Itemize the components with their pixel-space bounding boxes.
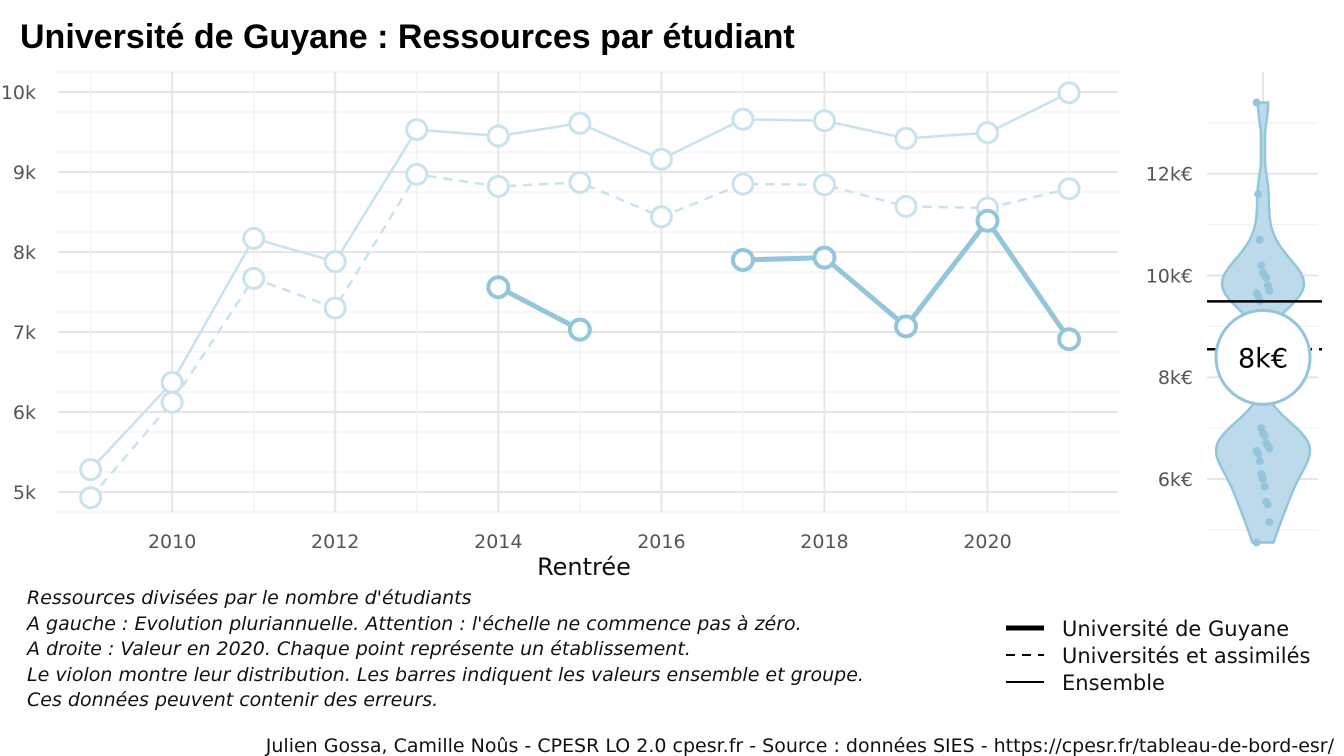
series-ensemble-point: [1057, 81, 1081, 105]
y-tick-label: 12k€: [1146, 164, 1193, 186]
violin-point: [1260, 482, 1269, 491]
series-ensemble-point: [242, 226, 266, 250]
y-tick-label: 10k€: [1146, 265, 1193, 287]
y-tick-label: 10k: [1, 82, 36, 104]
caption-line: A droite : Valeur en 2020. Chaque point …: [25, 638, 691, 660]
violin-point: [1265, 518, 1274, 527]
x-tick-label: 2010: [148, 531, 196, 553]
y-tick-label: 6k€: [1158, 469, 1193, 491]
chart-title: Université de Guyane : Ressources par ét…: [20, 18, 795, 56]
x-tick-label: 2016: [637, 531, 685, 553]
y-tick-label: 7k: [13, 322, 36, 344]
series-ensemble-point: [976, 121, 1000, 145]
violin-panel-ticks: 6k€ 8k€ 10k€ 12k€: [1146, 164, 1193, 491]
violin-point: [1254, 190, 1263, 199]
series-universit-de-guyane-line: [497, 284, 581, 332]
series-universit-s-et-assimil-s-point: [486, 174, 510, 198]
y-tick-label: 8k€: [1158, 367, 1193, 389]
violin-point: [1265, 444, 1274, 453]
series-universit-s-et-assimil-s-point: [79, 486, 103, 510]
series-universit-de-guyane-point: [567, 317, 592, 342]
series-universit-de-guyane-point: [812, 245, 837, 270]
caption-line: Le violon montre leur distribution. Les …: [27, 664, 864, 686]
series-ensemble-point: [894, 126, 918, 150]
y-tick-label: 6k: [13, 402, 36, 424]
series-universit-s-et-assimil-s-point: [731, 172, 755, 196]
violin-point: [1252, 538, 1261, 547]
x-axis-title: Rentrée: [537, 553, 631, 581]
series-ensemble-point: [568, 111, 592, 135]
series-universit-s-et-assimil-s-point: [1057, 177, 1081, 201]
violin-point: [1252, 98, 1261, 107]
credit-line: Julien Gossa, Camille Noûs - CPESR LO 2.…: [265, 735, 1335, 756]
series-universit-de-guyane-point: [730, 248, 755, 272]
series-universit-de-guyane-point: [894, 314, 918, 339]
line-panel-ticks: 5k 6k 7k 8k 9k 10k 2010 2012 2014 2016 2018 2020: [1, 82, 1012, 553]
legend-label: Ensemble: [1062, 671, 1165, 695]
series-ensemble-point: [486, 124, 510, 148]
series-ensemble-point: [731, 107, 755, 131]
series-universit-s-et-assimil-s-point: [812, 173, 836, 197]
violin-point: [1254, 449, 1263, 458]
y-tick-label: 5k: [13, 482, 36, 504]
highlight-value-label: 8k€: [1238, 343, 1288, 374]
x-tick-label: 2014: [474, 531, 522, 553]
series-ensemble-point: [812, 109, 836, 133]
series-ensemble-point: [323, 250, 347, 274]
caption-line: A gauche : Evolution pluriannuelle. Atte…: [25, 613, 802, 635]
series-ensemble-point: [79, 458, 103, 482]
violin-point: [1255, 457, 1264, 466]
series-ensemble-point: [160, 370, 184, 394]
y-tick-label: 9k: [13, 162, 36, 184]
highlight-bubble: [1214, 308, 1312, 406]
line-panel-series: [79, 81, 1082, 510]
violin-point: [1255, 235, 1264, 244]
y-tick-label: 8k: [13, 242, 36, 264]
series-ensemble-point: [649, 147, 673, 171]
x-tick-label: 2018: [800, 531, 848, 553]
line-panel-grid: [58, 71, 1118, 513]
series-universit-s-et-assimil-s-point: [649, 205, 673, 229]
series-universit-s-et-assimil-s-point: [160, 390, 184, 414]
series-universit-s-et-assimil-s-point: [405, 162, 429, 186]
series-universit-de-guyane-point: [1057, 327, 1082, 352]
series-ensemble-point: [405, 118, 429, 142]
violin-point: [1257, 261, 1266, 270]
series-universit-de-guyane-point: [975, 208, 1000, 233]
violin-point: [1265, 286, 1274, 295]
legend-label: Université de Guyane: [1062, 617, 1289, 641]
x-tick-label: 2012: [311, 531, 359, 553]
series-universit-s-et-assimil-s-point: [242, 266, 266, 290]
series-universit-s-et-assimil-s-point: [323, 296, 347, 320]
violin-point: [1259, 474, 1267, 483]
series-universit-s-et-assimil-s-point: [894, 194, 918, 218]
legend-label: Universités et assimilés: [1062, 644, 1310, 668]
series-universit-s-et-assimil-s-point: [568, 170, 592, 194]
violin-point: [1260, 431, 1269, 440]
legend: Université de Guyane Universités et assi…: [1006, 617, 1310, 695]
caption-line: Ces données peuvent contenir des erreurs…: [27, 689, 438, 711]
caption: Ressources divisées par le nombre d'étud…: [25, 587, 864, 711]
caption-line: Ressources divisées par le nombre d'étud…: [27, 587, 472, 609]
violin-point: [1262, 274, 1271, 283]
violin-panel: 8k€: [1207, 98, 1322, 547]
violin-point: [1263, 500, 1272, 509]
x-tick-label: 2020: [963, 531, 1011, 553]
series-universit-de-guyane-point: [486, 275, 511, 300]
